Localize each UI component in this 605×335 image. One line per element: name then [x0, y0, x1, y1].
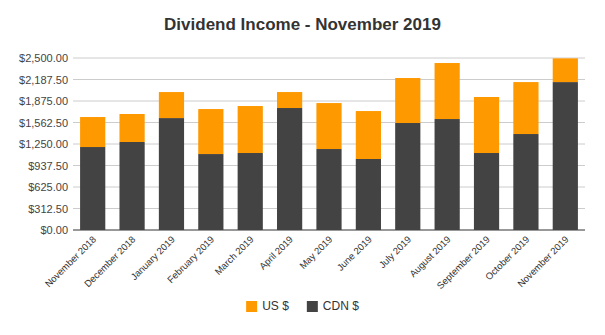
legend-swatch: [307, 301, 318, 312]
x-tick-label: September 2019: [435, 234, 492, 291]
legend: US $ CDN $: [246, 299, 359, 313]
bar: [238, 106, 263, 153]
bar: [316, 103, 341, 149]
bar: [513, 134, 538, 230]
bar: [435, 63, 460, 119]
bar: [119, 142, 144, 230]
bar: [159, 92, 184, 118]
y-tick-label: $1,875.00: [19, 95, 68, 107]
bar: [238, 153, 263, 230]
bar: [356, 111, 381, 159]
y-tick-label: $625.00: [28, 181, 68, 193]
bar: [277, 108, 302, 230]
background: [0, 0, 605, 335]
x-tick-label: November 2019: [515, 234, 571, 290]
x-tick-label: May 2019: [297, 234, 334, 271]
bar: [119, 114, 144, 142]
x-tick-label: June 2019: [335, 234, 374, 273]
y-tick-label: $937.50: [28, 160, 68, 172]
y-tick-label: $2,187.50: [19, 74, 68, 86]
grid-line: [73, 101, 585, 102]
bar: [80, 117, 105, 147]
bar: [474, 97, 499, 153]
bar: [553, 58, 578, 82]
bar: [316, 149, 341, 230]
bar: [80, 147, 105, 230]
bar: [435, 119, 460, 230]
title: Dividend Income - November 2019: [164, 15, 441, 34]
y-tick-label: $1,562.50: [19, 117, 68, 129]
bar: [553, 82, 578, 230]
x-tick-label: July 2019: [377, 234, 414, 271]
bar: [198, 109, 223, 154]
legend-swatch: [246, 301, 257, 312]
grid-line: [73, 79, 585, 80]
bar: [395, 78, 420, 123]
bar: [356, 159, 381, 230]
x-tick-label: December 2018: [82, 234, 138, 290]
legend-label: CDN $: [323, 299, 359, 313]
x-tick-label: April 2019: [257, 234, 295, 272]
bar: [198, 154, 223, 230]
y-tick-label: $0.00: [40, 224, 68, 236]
y-tick-label: $312.50: [28, 203, 68, 215]
grid-line: [73, 58, 585, 59]
bars: [80, 58, 578, 230]
bar: [474, 153, 499, 230]
y-tick-label: $2,500.00: [19, 52, 68, 64]
bar: [513, 82, 538, 134]
y-tick-label: $1,250.00: [19, 138, 68, 150]
legend-label: US $: [262, 299, 289, 313]
x-tick-label: February 2019: [165, 234, 216, 285]
bar: [395, 123, 420, 230]
bar: [277, 92, 302, 108]
x-tick-label: March 2019: [212, 234, 255, 277]
bar: [159, 118, 184, 230]
chart: Dividend Income - November 2019 $0.00 $312…: [0, 0, 605, 335]
